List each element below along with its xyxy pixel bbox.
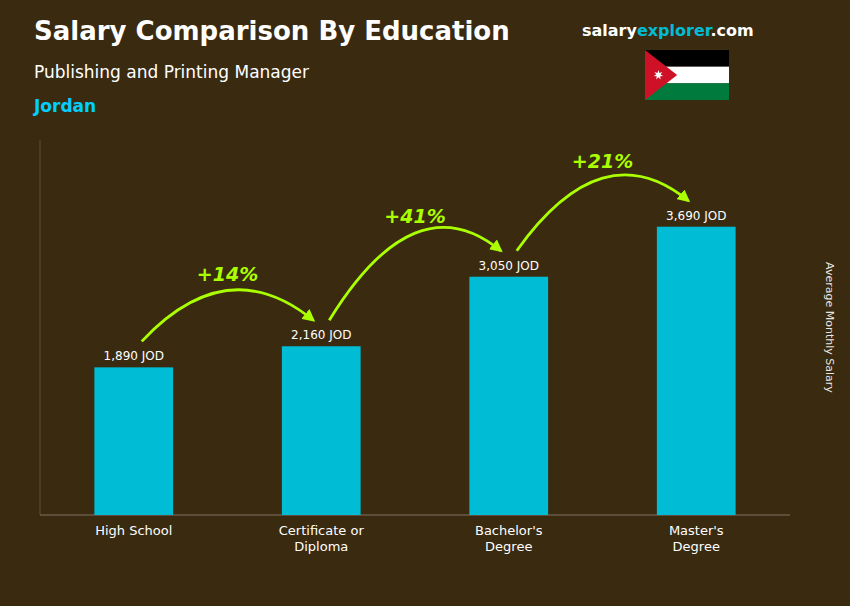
flag	[645, 50, 729, 100]
annotation: +21%	[572, 150, 633, 172]
bars	[94, 227, 735, 515]
arrow	[517, 175, 689, 251]
brand: salaryexplorer.com	[582, 21, 754, 40]
brand-part: .com	[710, 21, 753, 40]
annotation: +14%	[197, 263, 258, 285]
data-label: 3,690 JOD	[666, 209, 726, 223]
subtitle: Publishing and Printing Manager	[34, 62, 309, 82]
bar	[94, 367, 173, 515]
brand-part: salary	[582, 21, 637, 40]
background	[0, 0, 850, 606]
x-tick-label-line: Bachelor's	[475, 523, 543, 538]
bar	[657, 227, 736, 515]
y-axis-label: Average Monthly Salary	[823, 262, 836, 393]
data-label: 2,160 JOD	[291, 328, 351, 342]
flag-star	[654, 70, 664, 80]
chart: Salary Comparison By Education Publishing…	[0, 0, 850, 606]
x-tick-label: Master'sDegree	[669, 523, 724, 554]
y-axis-line	[40, 140, 41, 515]
x-tick-label-line: Certificate or	[279, 523, 365, 538]
title: Salary Comparison By Education	[34, 16, 510, 46]
data-label: 3,050 JOD	[479, 259, 539, 273]
x-tick-label-line: Degree	[485, 539, 532, 554]
flag-triangle	[645, 50, 677, 100]
data-label: 1,890 JOD	[104, 349, 164, 363]
x-tick-label: High School	[95, 523, 172, 538]
annotation: +41%	[384, 205, 445, 227]
bar	[469, 277, 548, 515]
brand-part: explorer	[637, 21, 713, 40]
x-tick-label-line: Diploma	[294, 539, 348, 554]
x-tick-label: Certificate orDiploma	[279, 523, 365, 554]
x-tick-label-line: Degree	[673, 539, 720, 554]
country: Jordan	[33, 96, 96, 116]
arrow	[142, 290, 314, 342]
x-tick-label-line: Master's	[669, 523, 724, 538]
arrow	[329, 227, 501, 320]
bar	[282, 346, 361, 515]
x-tick-label: Bachelor'sDegree	[475, 523, 543, 554]
x-tick-label-line: High School	[95, 523, 172, 538]
